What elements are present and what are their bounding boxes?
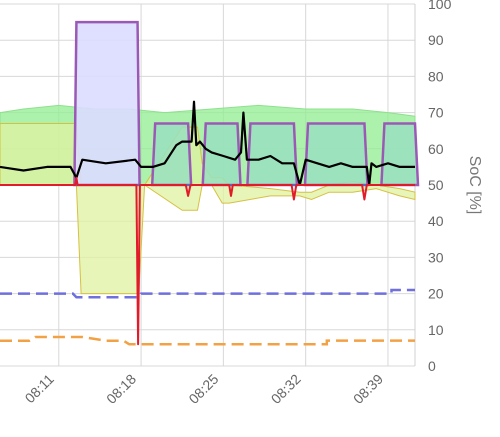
x-tick-label: 08:32 (268, 371, 304, 407)
y-tick-label: 10 (428, 322, 444, 338)
y-tick-label: 0 (428, 358, 436, 374)
y-axis-right: 0 10 20 30 40 50 60 70 80 90 100 (428, 0, 452, 374)
dashed-series-line (0, 335, 415, 346)
y-axis-title: SoC [%] (466, 156, 483, 215)
y-tick-label: 90 (428, 32, 444, 48)
cycle-block (303, 122, 369, 187)
dashed-series-line (0, 288, 415, 299)
y-tick-label: 60 (428, 141, 444, 157)
x-tick-label: 08:11 (22, 371, 58, 407)
y-tick-label: 40 (428, 213, 444, 229)
series-line (0, 176, 415, 346)
x-tick-label: 08:39 (350, 371, 386, 407)
cycle-block (380, 122, 420, 187)
plot-area (0, 20, 420, 346)
x-tick-label: 08:18 (103, 371, 139, 407)
y-tick-label: 30 (428, 249, 444, 265)
area-band (0, 123, 416, 295)
cycle-block (201, 122, 242, 187)
x-axis: 08:11 08:18 08:25 08:32 08:39 (22, 371, 387, 407)
cycle-block (246, 122, 299, 187)
series-line (0, 100, 415, 187)
x-tick-label: 08:25 (185, 371, 221, 407)
y-tick-label: 80 (428, 68, 444, 84)
y-tick-label: 100 (428, 0, 452, 12)
y-tick-label: 20 (428, 286, 444, 302)
y-tick-label: 70 (428, 105, 444, 121)
y-tick-label: 50 (428, 177, 444, 193)
